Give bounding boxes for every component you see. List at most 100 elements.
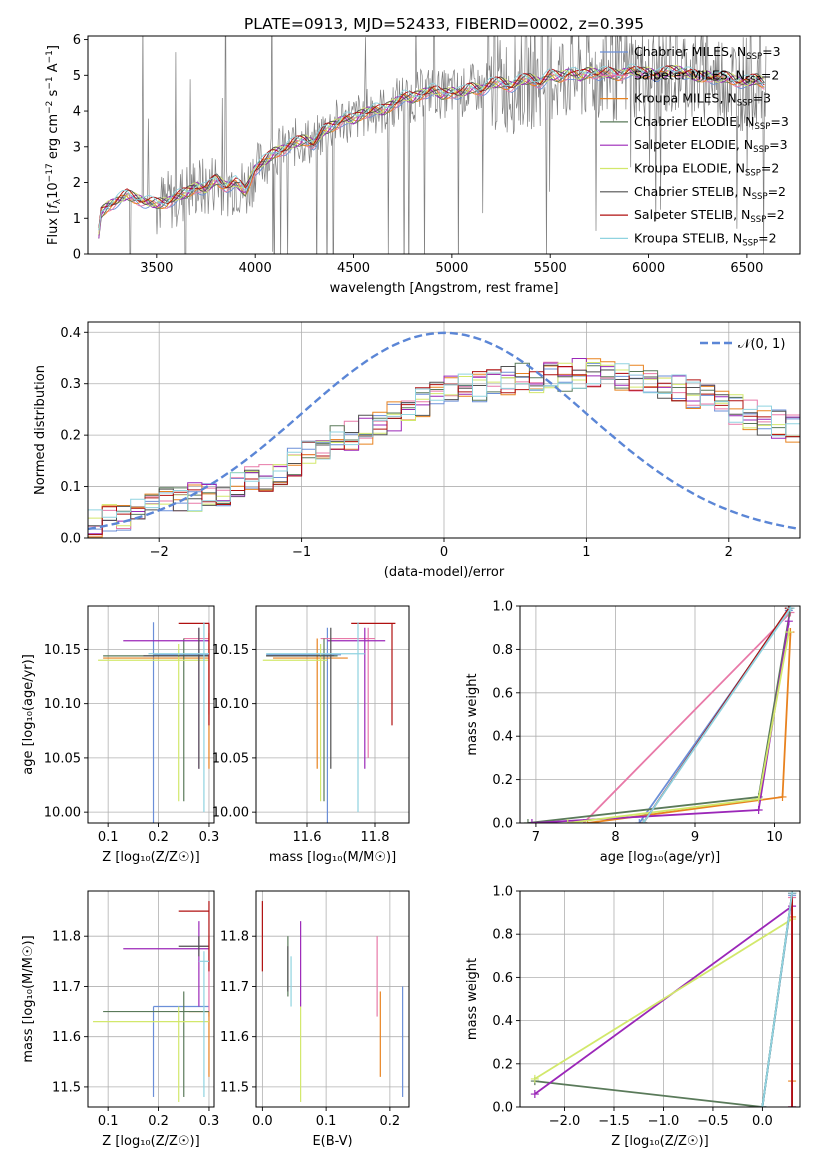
y-tick-label: 4 bbox=[73, 105, 81, 120]
weight-marker-salpeter-stelib bbox=[788, 1103, 797, 1107]
y-tick-label: 0.8 bbox=[492, 928, 513, 943]
legend-label-tail: =2 bbox=[761, 161, 779, 176]
y-axis-label: age [log₁₀(age/yr)] bbox=[21, 654, 36, 775]
legend-label-sub: SSP bbox=[745, 169, 761, 179]
y-tick-label: 11.6 bbox=[220, 1030, 249, 1045]
legend-label-chabrier-miles: Chabrier MILES, NSSP=3 bbox=[634, 44, 781, 62]
weight-marker-kroupa-elodie bbox=[563, 819, 572, 823]
weight-marker-kroupa-miles bbox=[778, 792, 787, 801]
legend-label-chabrier-stelib: Chabrier STELIB, NSSP=2 bbox=[634, 184, 786, 202]
weight-marker-kroupa-elodie bbox=[754, 795, 763, 804]
points-area bbox=[262, 622, 396, 823]
points-area bbox=[261, 901, 404, 1102]
x-tick-label: 0.0 bbox=[252, 1114, 273, 1129]
legend-label-chabrier-elodie: Chabrier ELODIE, NSSP=3 bbox=[634, 114, 789, 132]
weight-marker-salpeter-elodie bbox=[754, 805, 763, 814]
x-axis-label: age [log₁₀(age/yr)] bbox=[600, 850, 721, 865]
y-tick-label: 1.0 bbox=[492, 600, 513, 615]
y-tick-label: 11.8 bbox=[220, 930, 249, 945]
weight-marker-salpeter-elodie bbox=[527, 819, 536, 823]
y-tick-label: 0.6 bbox=[492, 971, 513, 986]
legend-label-text: Salpeter STELIB, N bbox=[634, 207, 750, 222]
x-tick-label: 6500 bbox=[730, 261, 763, 276]
y-tick-label: 0.4 bbox=[492, 730, 513, 745]
mass-vs-age-panel: 11.6 11.8 10.00 10.05 10.10 10.15 mass [log₁₀(… bbox=[212, 605, 410, 865]
y-tick-label: 0.1 bbox=[60, 480, 81, 495]
z-vs-age-panel: 0.1 0.2 0.3 10.00 10.05 10.10 10.15 Z [log₁₀(Z/… bbox=[21, 605, 220, 865]
legend-label-sub: SSP bbox=[750, 215, 766, 225]
legend-label-tail: =3 bbox=[753, 91, 771, 106]
legend-label-kroupa-miles: Kroupa MILES, NSSP=3 bbox=[634, 91, 771, 109]
z-vs-weight-panel: −2.0 −1.5 −1.0 −0.5 0.0 0.0 0.2 0.4 0.6 0.8 1.0 Z [… bbox=[465, 885, 801, 1149]
y-tick-label: 0.4 bbox=[60, 326, 81, 341]
weight-marker-kroupa-stelib bbox=[639, 819, 648, 823]
y-tick-label: 3 bbox=[73, 140, 81, 155]
legend-label-tail: =2 bbox=[758, 230, 776, 245]
axes-frame bbox=[87, 890, 215, 1108]
y-tick-label: 10.15 bbox=[44, 643, 81, 658]
spectrum-plot-area bbox=[98, 36, 767, 254]
legend-label-text: Chabrier ELODIE, N bbox=[634, 114, 754, 129]
points-area bbox=[93, 901, 210, 1102]
x-tick-label: 0.1 bbox=[98, 830, 119, 845]
x-axis-label: E(B-V) bbox=[312, 1134, 352, 1149]
y-tick-label: 0.2 bbox=[492, 1057, 513, 1072]
x-tick-label: 6000 bbox=[632, 261, 665, 276]
x-tick-label: 1 bbox=[582, 545, 590, 560]
x-tick-label: 4500 bbox=[337, 261, 370, 276]
axes-frame bbox=[255, 890, 410, 1108]
legend-label-tail: =2 bbox=[761, 67, 779, 82]
y-tick-label: 10.15 bbox=[212, 643, 249, 658]
weight-line-kroupa-stelib bbox=[642, 607, 792, 823]
x-tick-label: −1 bbox=[292, 545, 311, 560]
x-tick-label: 10 bbox=[766, 830, 783, 845]
legend-label-sub: SSP bbox=[745, 75, 761, 85]
y-tick-label: 1 bbox=[73, 212, 81, 227]
z-vs-mass-panel: 0.1 0.2 0.3 11.5 11.6 11.7 11.8 Z [log₁₀(Z/Z☉)]… bbox=[21, 890, 219, 1149]
x-tick-label: −0.5 bbox=[697, 1114, 729, 1129]
y-axis-label: Flux [fλ10−17 erg cm−2 s−1 A−1] bbox=[45, 45, 63, 245]
weight-line-chabrier-elodie bbox=[527, 608, 792, 823]
legend-label-tail: =3 bbox=[762, 44, 780, 59]
y-tick-label: 10.10 bbox=[212, 697, 249, 712]
y-tick-label: 0.0 bbox=[60, 532, 81, 547]
x-tick-label: 0.1 bbox=[98, 1114, 119, 1129]
y-axis-label: Normed distribution bbox=[33, 365, 48, 495]
legend-label-sub: SSP bbox=[752, 192, 768, 202]
y-tick-label: 0 bbox=[73, 248, 81, 263]
x-axis-label: mass [log₁₀(M/M☉)] bbox=[269, 850, 396, 865]
lines-area bbox=[523, 606, 795, 823]
x-tick-label: 0.1 bbox=[316, 1114, 337, 1129]
y-axis-label: mass [log₁₀(M/M☉)] bbox=[21, 935, 36, 1062]
weight-marker-kroupa-elodie bbox=[784, 628, 793, 637]
axes-frame bbox=[255, 605, 410, 824]
y-tick-label: 0.0 bbox=[492, 817, 513, 832]
axes-frame bbox=[87, 35, 801, 255]
weight-marker-kroupa-stelib bbox=[788, 891, 797, 898]
residual-hist-panel: −2 −1 0 1 2 0.0 0.1 0.2 0.3 0.4 (data-model)/error… bbox=[33, 321, 801, 580]
x-tick-label: 0.2 bbox=[148, 1114, 169, 1129]
legend-label-tail: =2 bbox=[768, 184, 786, 199]
legend-label-text: Chabrier MILES, N bbox=[634, 44, 746, 59]
x-tick-label: −1.0 bbox=[648, 1114, 680, 1129]
hist-plot-area bbox=[88, 331, 800, 538]
legend-label-sub: SSP bbox=[753, 145, 769, 155]
axes-frame bbox=[87, 605, 215, 824]
x-tick-label: 3500 bbox=[140, 261, 173, 276]
weight-marker-chabrier-elodie bbox=[523, 819, 532, 823]
x-tick-label: 0.3 bbox=[199, 830, 220, 845]
legend-label-text: Salpeter ELODIE, N bbox=[634, 137, 753, 152]
normal-curve bbox=[88, 331, 800, 531]
weight-line-kroupa-elodie bbox=[534, 918, 793, 1080]
x-tick-label: 9 bbox=[691, 830, 699, 845]
legend-label-normal: 𝒩(0, 1) bbox=[738, 337, 785, 352]
y-tick-label: 5 bbox=[73, 69, 81, 84]
x-tick-label: 5500 bbox=[534, 261, 567, 276]
legend-label-salpeter-elodie: Salpeter ELODIE, NSSP=3 bbox=[634, 137, 788, 155]
y-axis-label-part: 10 bbox=[46, 182, 61, 199]
legend-label-tail: =3 bbox=[769, 137, 787, 152]
y-tick-label: 1.0 bbox=[492, 885, 513, 900]
y-tick-label: 11.8 bbox=[52, 930, 81, 945]
